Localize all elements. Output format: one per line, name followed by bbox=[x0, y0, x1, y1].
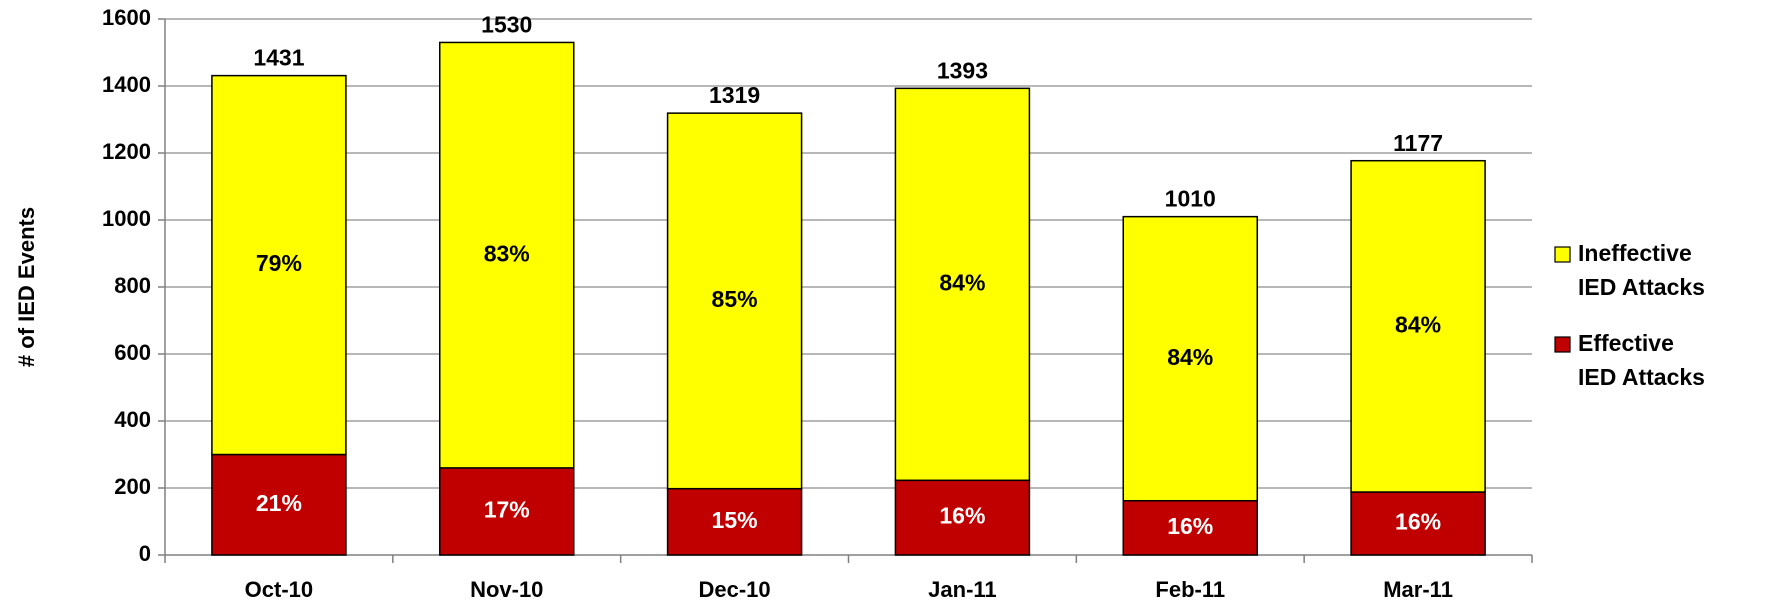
total-label: 1177 bbox=[1393, 130, 1443, 156]
bar-segment bbox=[439, 467, 575, 556]
segment-label: 17% bbox=[484, 497, 530, 523]
segment-label: 16% bbox=[1167, 513, 1213, 539]
segment-label: 83% bbox=[484, 240, 530, 266]
total-label: 1393 bbox=[937, 57, 988, 83]
x-tick-label: Dec-10 bbox=[699, 577, 771, 602]
segment-label: 16% bbox=[939, 503, 985, 529]
segment-label: 85% bbox=[712, 286, 758, 312]
x-tick-label: Jan-11 bbox=[928, 577, 997, 602]
x-tick-label: Mar-11 bbox=[1383, 577, 1453, 602]
total-label: 1010 bbox=[1165, 186, 1216, 212]
total-label: 1431 bbox=[253, 45, 304, 71]
bar-segment bbox=[1122, 499, 1258, 556]
y-tick-label: 1000 bbox=[102, 206, 151, 231]
legend-swatch bbox=[1554, 336, 1571, 353]
y-tick-label: 1400 bbox=[102, 72, 151, 97]
segment-label: 84% bbox=[1167, 344, 1213, 370]
x-tick-label: Feb-11 bbox=[1155, 577, 1225, 602]
y-tick-label: 400 bbox=[114, 407, 151, 432]
bar-segment bbox=[211, 74, 347, 456]
segment-label: 79% bbox=[256, 250, 302, 276]
x-tick-label: Oct-10 bbox=[245, 577, 313, 602]
segment-label: 84% bbox=[1395, 311, 1441, 337]
y-tick-label: 200 bbox=[114, 474, 151, 499]
bar-segment bbox=[894, 479, 1031, 556]
y-tick-label: 1600 bbox=[102, 5, 151, 30]
y-tick-label: 800 bbox=[114, 273, 151, 298]
segment-label: 84% bbox=[939, 269, 985, 295]
total-label: 1319 bbox=[709, 82, 760, 108]
bar-segment bbox=[666, 487, 803, 556]
bar-segment bbox=[1122, 215, 1258, 502]
legend-swatch bbox=[1554, 246, 1571, 263]
x-tick-label: Nov-10 bbox=[470, 577, 543, 602]
y-tick-label: 600 bbox=[114, 340, 151, 365]
segment-label: 15% bbox=[712, 507, 758, 533]
legend-label: Effective IED Attacks bbox=[1578, 330, 1705, 390]
total-label: 1530 bbox=[481, 12, 532, 38]
y-tick-label: 0 bbox=[139, 541, 151, 566]
segment-label: 16% bbox=[1395, 509, 1441, 535]
bar-segment bbox=[211, 453, 347, 556]
bar-segment bbox=[439, 41, 575, 469]
legend-label: Ineffective IED Attacks bbox=[1578, 240, 1705, 300]
y-tick-label: 1200 bbox=[102, 139, 151, 164]
bar-segment bbox=[1350, 491, 1486, 556]
bar-segment bbox=[666, 112, 803, 490]
segment-label: 21% bbox=[256, 490, 302, 516]
bar-segment bbox=[894, 87, 1031, 482]
bar-segment bbox=[1350, 159, 1486, 493]
y-axis-label: # of IED Events bbox=[14, 207, 39, 367]
